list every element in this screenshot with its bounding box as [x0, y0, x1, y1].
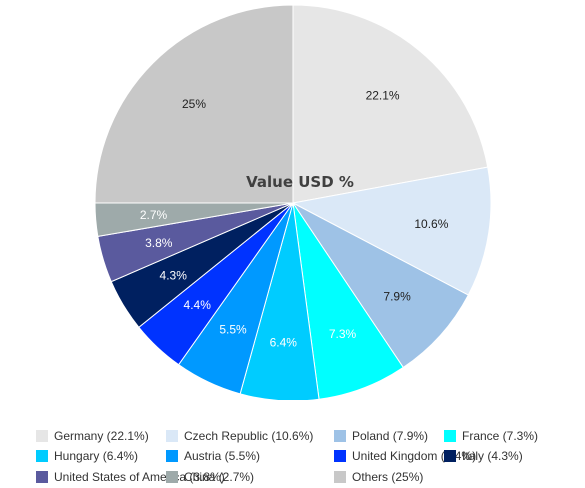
pie-slice-others	[94, 4, 294, 204]
legend-swatch	[166, 470, 178, 483]
legend-swatch	[444, 450, 456, 462]
legend-swatch	[36, 450, 48, 462]
slice-label-others: 25%	[182, 97, 206, 111]
legend-label: Others (25%)	[352, 469, 424, 484]
legend-label: Czech Republic (10.6%)	[184, 428, 314, 443]
legend-item-france: France (7.3%)	[444, 426, 554, 445]
legend-swatch	[36, 470, 48, 483]
legend-item-austria: Austria (5.5%)	[166, 447, 334, 466]
legend-label: Poland (7.9%)	[352, 428, 429, 443]
chart-title: Value USD %	[246, 173, 354, 191]
legend-swatch	[36, 429, 48, 442]
pie-slices	[94, 4, 492, 400]
slice-label-italy: 4.3%	[160, 268, 188, 282]
pie-slice-germany	[292, 4, 489, 204]
legend-item-italy: Italy (4.3%)	[444, 447, 554, 466]
pie-chart: 22.1% 10.6% 7.9% 7.3% 6.4% 5.5% 4.4% 4.3% 3.8% 2.…	[94, 4, 492, 400]
slice-label-france: 7.3%	[329, 327, 357, 341]
slice-label-austria: 5.5%	[219, 323, 247, 337]
legend-label: France (7.3%)	[462, 428, 539, 443]
slice-label-china: 2.7%	[140, 208, 168, 222]
legend-item-czech-republic: Czech Republic (10.6%)	[166, 426, 334, 445]
legend-label: Hungary (6.4%)	[54, 449, 139, 463]
legend-label: Italy (4.3%)	[462, 449, 523, 463]
pie-slice-czech-republic	[291, 166, 492, 296]
slice-label-united-kingdom: 4.4%	[184, 298, 212, 312]
pie-slice-poland	[292, 202, 469, 369]
legend-swatch	[444, 429, 456, 442]
slice-label-hungary: 6.4%	[270, 336, 298, 350]
legend-item-united-states-of-america: United States of America (3.8%)	[36, 467, 225, 486]
legend-swatch	[334, 470, 346, 483]
legend-label: Germany (22.1%)	[54, 428, 149, 443]
legend-label: Austria (5.5%)	[184, 449, 261, 463]
legend-swatch	[334, 450, 346, 462]
pie-slice-labels: 22.1% 10.6% 7.9% 7.3% 6.4% 5.5% 4.4% 4.3% 3.8% 2.…	[140, 88, 449, 349]
legend-item-china: China (2.7%)	[166, 467, 334, 486]
legend: Germany (22.1%) Czech Republic (10.6%) Pol…	[36, 426, 576, 488]
legend-item-united-kingdom: United Kingdom (4.4%)	[334, 447, 476, 466]
slice-label-germany: 22.1%	[366, 88, 400, 102]
legend-item-poland: Poland (7.9%)	[334, 426, 444, 445]
slice-label-czech-republic: 10.6%	[414, 217, 448, 231]
slice-label-united-states-of-america: 3.8%	[145, 236, 173, 250]
slice-label-poland: 7.9%	[383, 290, 411, 304]
legend-item-hungary: Hungary (6.4%)	[36, 447, 166, 466]
legend-item-germany: Germany (22.1%)	[36, 426, 166, 445]
legend-label: China (2.7%)	[184, 469, 255, 484]
legend-swatch	[166, 429, 178, 442]
legend-item-others: Others (25%)	[334, 467, 444, 486]
legend-swatch	[334, 429, 346, 442]
legend-swatch	[166, 450, 178, 462]
